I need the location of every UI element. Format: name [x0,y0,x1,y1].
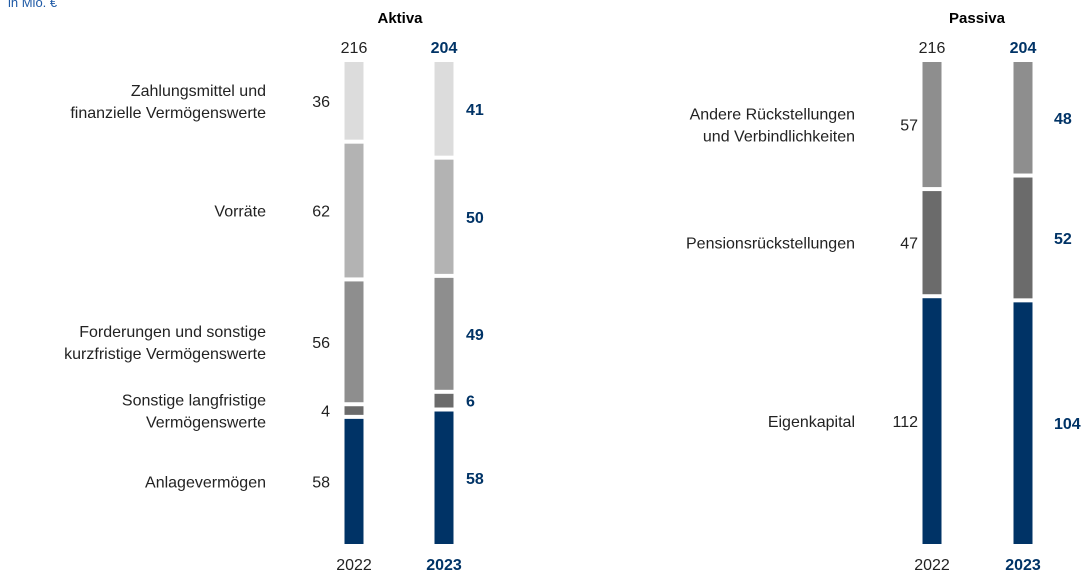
bar-segment-pensionsrueckstellungen-2022 [922,191,942,295]
bar-segment-zahlungsmittel-und-finanzielle-vermoegenswerte-2022 [344,62,364,140]
total-label-2022: 216 [919,40,946,57]
value-label-vorraete-2023: 50 [466,210,484,227]
value-label-zahlungsmittel-und-finanzielle-vermoegenswerte-2023: 41 [466,102,484,119]
category-label-pensionsrueckstellungen: Pensionsrückstellungen [686,236,855,253]
value-label-andere-rueckstellungen-und-verbindlichkeiten-2022: 57 [900,118,918,135]
panel-aktiva: Aktiva 58 4 56 62 36 216 2022 Anlagevermögen Sons… [64,10,484,571]
category-label-andere-rueckstellungen-und-verbindlichkeiten: Andere Rückstellungen und Verbindlichkeit… [690,107,855,146]
value-label-pensionsrueckstellungen-2023: 52 [1054,231,1072,248]
category-label-anlagevermoegen: Anlagevermögen [145,474,266,491]
bar-segment-pensionsrueckstellungen-2023 [1013,177,1033,299]
unit-label: in Mio. € [8,0,58,10]
bar-segment-eigenkapital-2023 [1013,302,1033,544]
total-label-2022: 216 [341,40,368,57]
bar-segment-vorraete-2022 [344,143,364,278]
year-label-2022: 2022 [914,557,950,571]
category-label-zahlungsmittel-und-finanzielle-vermoegenswerte: Zahlungsmittel und finanzielle Vermögensw… [70,83,266,122]
value-label-forderungen-und-sonstige-kurzfristige-vermoegenswerte-2023: 49 [466,327,484,344]
bar-segment-anlagevermoegen-2023 [434,411,454,544]
value-label-andere-rueckstellungen-und-verbindlichkeiten-2023: 48 [1054,111,1072,128]
category-label-forderungen-und-sonstige-kurzfristige-vermoegenswerte: Forderungen und sonstige kurzfristige Ver… [64,324,266,363]
bar-segment-vorraete-2023 [434,159,454,274]
panel-title: Passiva [949,10,1006,27]
bar-segment-sonstige-langfristige-vermoegenswerte-2023 [434,393,454,408]
value-label-forderungen-und-sonstige-kurzfristige-vermoegenswerte-2022: 56 [312,335,330,352]
value-label-eigenkapital-2022: 112 [892,414,918,431]
bar-segment-forderungen-und-sonstige-kurzfristige-vermoegenswerte-2022 [344,281,364,403]
value-label-sonstige-langfristige-vermoegenswerte-2022: 4 [321,404,330,421]
bar-segment-sonstige-langfristige-vermoegenswerte-2022 [344,406,364,415]
value-label-vorraete-2022: 62 [312,204,330,221]
bar-segment-anlagevermoegen-2022 [344,418,364,544]
total-label-2023: 204 [431,40,458,57]
bar-segment-zahlungsmittel-und-finanzielle-vermoegenswerte-2023 [434,62,454,156]
chart-panels: Aktiva 58 4 56 62 36 216 2022 Anlagevermögen Sons… [64,10,1081,571]
panel-title: Aktiva [377,10,423,27]
value-label-anlagevermoegen-2022: 58 [312,474,330,491]
bar-segment-andere-rueckstellungen-und-verbindlichkeiten-2022 [922,62,942,188]
category-label-sonstige-langfristige-vermoegenswerte: Sonstige langfristige Vermögenswerte [122,393,266,432]
bar-segment-forderungen-und-sonstige-kurzfristige-vermoegenswerte-2023 [434,277,454,390]
value-label-anlagevermoegen-2023: 58 [466,471,484,488]
category-label-eigenkapital: Eigenkapital [768,414,855,431]
value-label-eigenkapital-2023: 104 [1054,416,1081,433]
year-label-2023: 2023 [426,557,462,571]
panel-passiva: Passiva 112 47 57 216 2022 Eigenkapital Pension… [686,10,1081,571]
value-label-pensionsrueckstellungen-2022: 47 [900,236,918,253]
category-label-vorraete: Vorräte [214,204,266,221]
total-label-2023: 204 [1010,40,1037,57]
year-label-2023: 2023 [1005,557,1041,571]
value-label-sonstige-langfristige-vermoegenswerte-2023: 6 [466,394,475,411]
bar-segment-andere-rueckstellungen-und-verbindlichkeiten-2023 [1013,62,1033,174]
year-label-2022: 2022 [336,557,372,571]
bar-segment-eigenkapital-2022 [922,298,942,544]
value-label-zahlungsmittel-und-finanzielle-vermoegenswerte-2022: 36 [312,94,330,111]
